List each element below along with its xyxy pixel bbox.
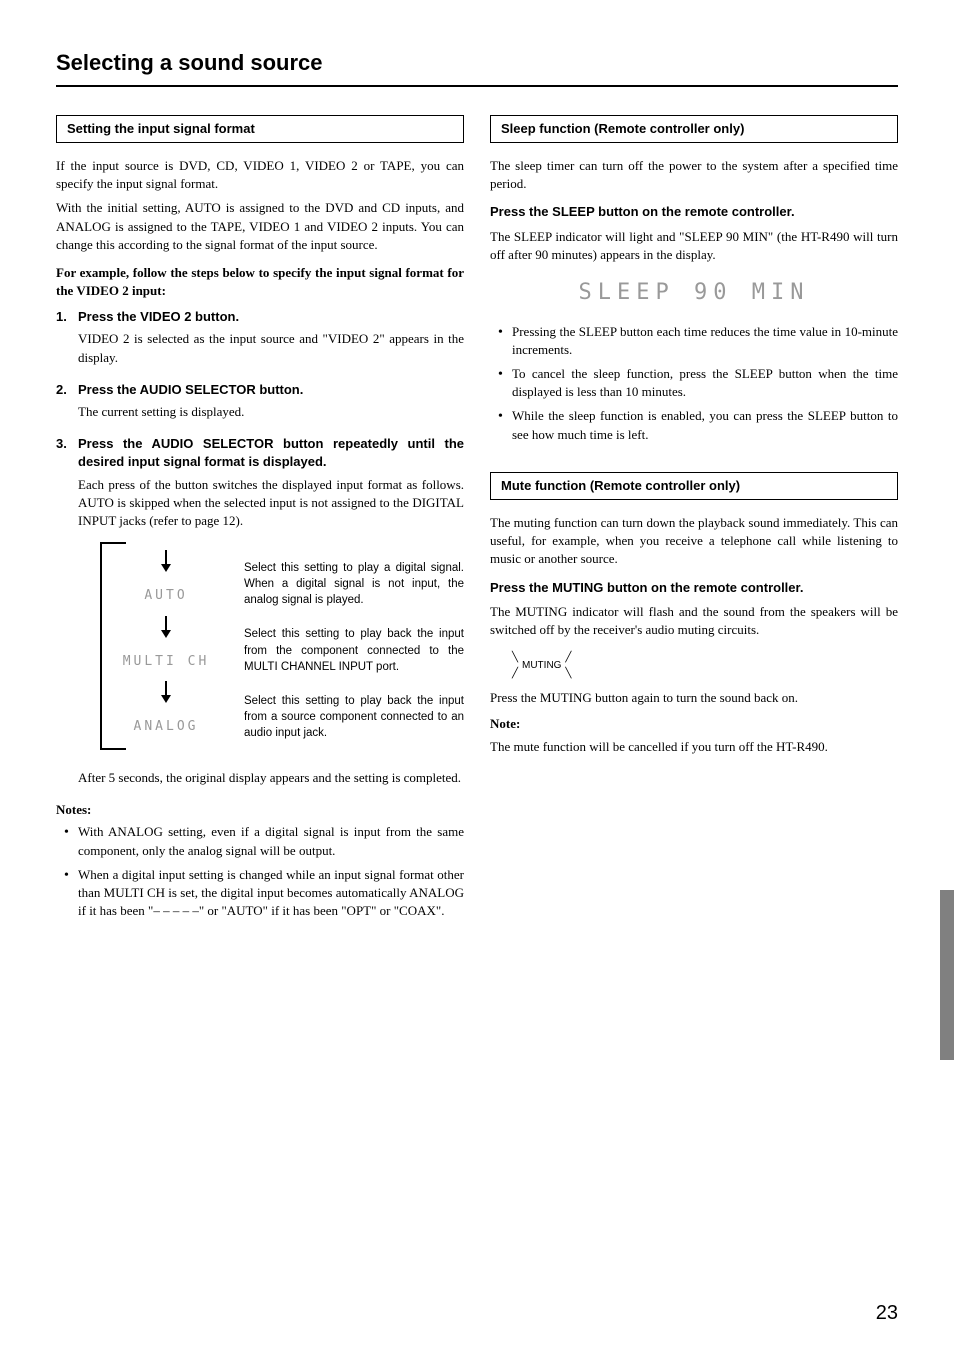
sleep-bullet: While the sleep function is enabled, you… <box>496 407 898 443</box>
mute-press-heading: Press the MUTING button on the remote co… <box>490 579 898 597</box>
step-1: 1. Press the VIDEO 2 button. VIDEO 2 is … <box>56 308 464 367</box>
arrow-down-icon <box>102 681 230 708</box>
desc-analog: Select this setting to play back the inp… <box>244 693 464 741</box>
diagram-descriptions: Select this setting to play a digital si… <box>244 542 464 759</box>
intro-para-2: With the initial setting, AUTO is assign… <box>56 199 464 254</box>
step-body: Each press of the button switches the di… <box>78 476 464 531</box>
step-3: 3. Press the AUDIO SELECTOR button repea… <box>56 435 464 787</box>
step-2: 2. Press the AUDIO SELECTOR button. The … <box>56 381 464 421</box>
step-num: 2. <box>56 381 78 399</box>
left-column: Setting the input signal format If the i… <box>56 115 464 927</box>
step-title: Press the VIDEO 2 button. <box>78 308 239 326</box>
mute-note: The mute function will be cancelled if y… <box>490 738 898 756</box>
step-title: Press the AUDIO SELECTOR button. <box>78 381 303 399</box>
section-title-input-signal: Setting the input signal format <box>56 115 464 143</box>
vfd-auto: AUTO <box>102 579 230 613</box>
right-column: Sleep function (Remote controller only) … <box>490 115 898 927</box>
mute-after: Press the MUTING button again to turn th… <box>490 689 898 707</box>
sleep-bullets: Pressing the SLEEP button each time redu… <box>496 323 898 444</box>
notes-list: With ANALOG setting, even if a digital s… <box>62 823 464 920</box>
step-body: VIDEO 2 is selected as the input source … <box>78 330 464 366</box>
flash-tick-icon: ╲ <box>512 651 518 665</box>
sleep-press-heading: Press the SLEEP button on the remote con… <box>490 203 898 221</box>
after-diagram-text: After 5 seconds, the original display ap… <box>78 769 464 787</box>
arrow-down-icon <box>102 550 230 577</box>
desc-auto: Select this setting to play a digital si… <box>244 560 464 608</box>
example-lead: For example, follow the steps below to s… <box>56 264 464 300</box>
note-item: When a digital input setting is changed … <box>62 866 464 921</box>
diagram-cycle: AUTO MULTI CH ANALOG <box>100 542 230 750</box>
side-tab <box>940 890 954 1060</box>
sleep-intro: The sleep timer can turn off the power t… <box>490 157 898 193</box>
section-title-mute: Mute function (Remote controller only) <box>490 472 898 500</box>
mute-intro: The muting function can turn down the pl… <box>490 514 898 569</box>
section-title-sleep: Sleep function (Remote controller only) <box>490 115 898 143</box>
muting-label: MUTING <box>522 660 561 671</box>
page-title: Selecting a sound source <box>56 48 898 87</box>
sleep-press-body: The SLEEP indicator will light and "SLEE… <box>490 228 898 264</box>
two-column-layout: Setting the input signal format If the i… <box>56 115 898 927</box>
sleep-bullet: To cancel the sleep function, press the … <box>496 365 898 401</box>
note-label: Note: <box>490 715 898 733</box>
muting-indicator: ╲ ╱ ╱ ╲ MUTING <box>514 655 569 677</box>
step-num: 3. <box>56 435 78 471</box>
desc-multich: Select this setting to play back the inp… <box>244 626 464 674</box>
vfd-analog: ANALOG <box>102 710 230 744</box>
notes-label: Notes: <box>56 801 464 819</box>
sleep-bullet: Pressing the SLEEP button each time redu… <box>496 323 898 359</box>
note-item: With ANALOG setting, even if a digital s… <box>62 823 464 859</box>
arrow-down-icon <box>102 616 230 643</box>
mute-press-body: The MUTING indicator will flash and the … <box>490 603 898 639</box>
intro-para-1: If the input source is DVD, CD, VIDEO 1,… <box>56 157 464 193</box>
step-body: The current setting is displayed. <box>78 403 464 421</box>
step-num: 1. <box>56 308 78 326</box>
steps-list: 1. Press the VIDEO 2 button. VIDEO 2 is … <box>56 308 464 787</box>
vfd-multich: MULTI CH <box>102 645 230 679</box>
vfd-sleep-display: SLEEP 90 MIN <box>490 278 898 309</box>
page-number: 23 <box>876 1299 898 1327</box>
flash-tick-icon: ╱ <box>565 651 571 665</box>
flash-tick-icon: ╲ <box>565 667 571 681</box>
flash-tick-icon: ╱ <box>512 667 518 681</box>
signal-format-diagram: AUTO MULTI CH ANALOG Select this setti <box>100 542 464 759</box>
step-title: Press the AUDIO SELECTOR button repeated… <box>78 435 464 471</box>
